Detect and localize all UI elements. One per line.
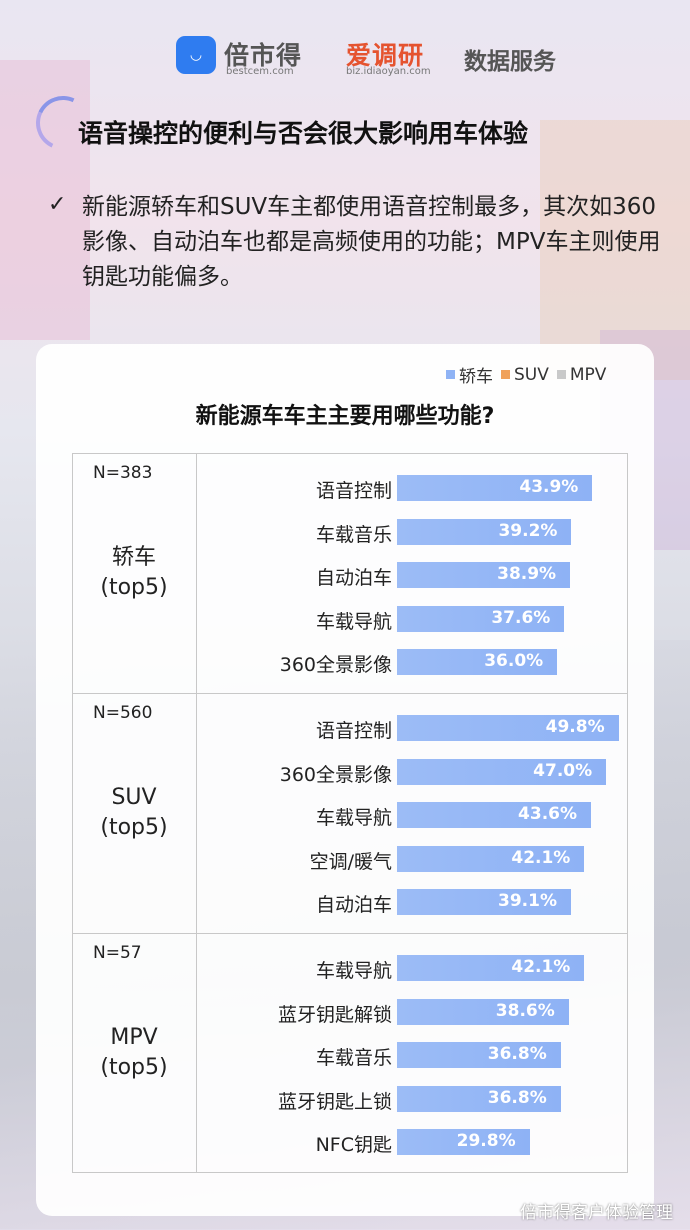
- legend-item: 轿车: [446, 362, 493, 387]
- sample-size-label: N=560: [93, 703, 153, 723]
- bar: 36.8%: [397, 1042, 561, 1068]
- category-label: 自动泊车: [315, 894, 392, 916]
- bar-value-label: 47.0%: [533, 760, 593, 781]
- chart-legend: 轿车 SUV MPV: [446, 362, 614, 387]
- category-label: 车载导航: [315, 807, 392, 829]
- check-icon: ✓: [48, 192, 67, 217]
- legend-label: 轿车: [459, 367, 493, 387]
- bar-value-label: 38.6%: [495, 1000, 555, 1021]
- bar-value-label: 42.1%: [511, 957, 571, 977]
- bar: 39.1%: [397, 889, 571, 915]
- bar: 36.8%: [397, 1085, 561, 1112]
- category-label: 车载音乐: [315, 523, 392, 546]
- bar: 29.8%: [397, 1129, 530, 1155]
- group-sub-label: (top5): [100, 1055, 168, 1080]
- legend-swatch: [446, 370, 455, 379]
- category-label: 蓝牙钥匙上锁: [277, 1090, 392, 1113]
- category-label: 自动泊车: [315, 567, 392, 589]
- legend-item: SUV: [501, 365, 549, 385]
- description-text: 新能源轿车和SUV车主都使用语音控制最多，其次如360影像、自动泊车也都是高频使…: [82, 194, 661, 290]
- bar: 42.1%: [397, 845, 585, 872]
- chart-title: 新能源车车主主要用哪些功能?: [195, 404, 495, 429]
- bar-value-label: 43.6%: [518, 804, 578, 824]
- legend-item: MPV: [556, 364, 607, 385]
- bar: 43.9%: [397, 475, 593, 501]
- bar: 38.6%: [397, 998, 569, 1025]
- bar: 38.9%: [397, 562, 571, 588]
- bar: 36.0%: [397, 649, 558, 675]
- background-block: [0, 60, 90, 340]
- bar-value-label: 36.8%: [487, 1087, 547, 1108]
- group-divider: [72, 693, 628, 694]
- chart-table-frame: [72, 453, 628, 1173]
- brand-idiaoyan: 爱调研: [346, 41, 425, 70]
- legend-label: MPV: [569, 364, 607, 385]
- group-name: MPV (top5): [72, 1023, 196, 1083]
- bar: 37.6%: [397, 605, 565, 632]
- bar: 43.6%: [397, 802, 592, 828]
- bar-value-label: 37.6%: [491, 607, 551, 628]
- chart-table-divider: [196, 453, 197, 1173]
- category-label: 360全景影像: [279, 763, 392, 786]
- category-label: 车载音乐: [315, 1047, 392, 1069]
- brand-bestcem-url: bestcem.com: [226, 66, 294, 77]
- group-name: 轿车 (top5): [72, 543, 196, 603]
- bar-value-label: 38.9%: [497, 564, 557, 584]
- sample-size-label: N=57: [93, 943, 142, 963]
- group-divider: [72, 933, 628, 934]
- category-label: 车载导航: [315, 610, 392, 633]
- bar-value-label: 43.9%: [519, 477, 579, 497]
- group-sub-label: (top5): [100, 815, 168, 840]
- brand-idiaoyan-url: biz.idiaoyan.com: [346, 66, 431, 77]
- bar: 49.8%: [397, 715, 619, 741]
- category-label: 空调/暖气: [309, 850, 392, 873]
- bar-value-label: 29.8%: [456, 1131, 516, 1151]
- page-title: 语音操控的便利与否会很大影响用车体验: [78, 119, 529, 148]
- category-label: NFC钥匙: [315, 1134, 392, 1156]
- bar-value-label: 39.1%: [498, 891, 557, 911]
- legend-swatch: [501, 370, 510, 379]
- bar: 47.0%: [397, 758, 607, 785]
- background-block: [540, 120, 690, 380]
- group-name-label: SUV: [111, 785, 157, 810]
- category-label: 语音控制: [315, 720, 392, 742]
- bar: 39.2%: [397, 518, 572, 545]
- group-sub-label: (top5): [100, 575, 168, 600]
- brand-data-service: 数据服务: [464, 49, 556, 75]
- bestcem-logo-icon: [176, 36, 216, 74]
- category-label: 语音控制: [315, 480, 392, 502]
- category-label: 蓝牙钥匙解锁: [277, 1003, 392, 1026]
- group-name: SUV (top5): [72, 783, 196, 843]
- category-label: 360全景影像: [279, 654, 392, 676]
- group-name-label: 轿车: [111, 545, 156, 570]
- legend-label: SUV: [514, 364, 549, 385]
- watermark: 倍市得客户体验管理: [520, 1203, 673, 1223]
- bar-value-label: 39.2%: [498, 520, 558, 541]
- brand-bestcem: 倍市得: [224, 41, 303, 70]
- category-label: 车载导航: [315, 960, 392, 982]
- bar-value-label: 49.8%: [545, 717, 605, 737]
- group-name-label: MPV: [110, 1025, 158, 1050]
- sample-size-label: N=383: [93, 463, 153, 483]
- smile-icon: ◡: [189, 47, 203, 63]
- bar-value-label: 42.1%: [511, 847, 571, 868]
- legend-swatch: [556, 370, 566, 379]
- bar-value-label: 36.8%: [487, 1044, 547, 1064]
- bar: 42.1%: [397, 955, 585, 981]
- bar-value-label: 36.0%: [484, 651, 544, 671]
